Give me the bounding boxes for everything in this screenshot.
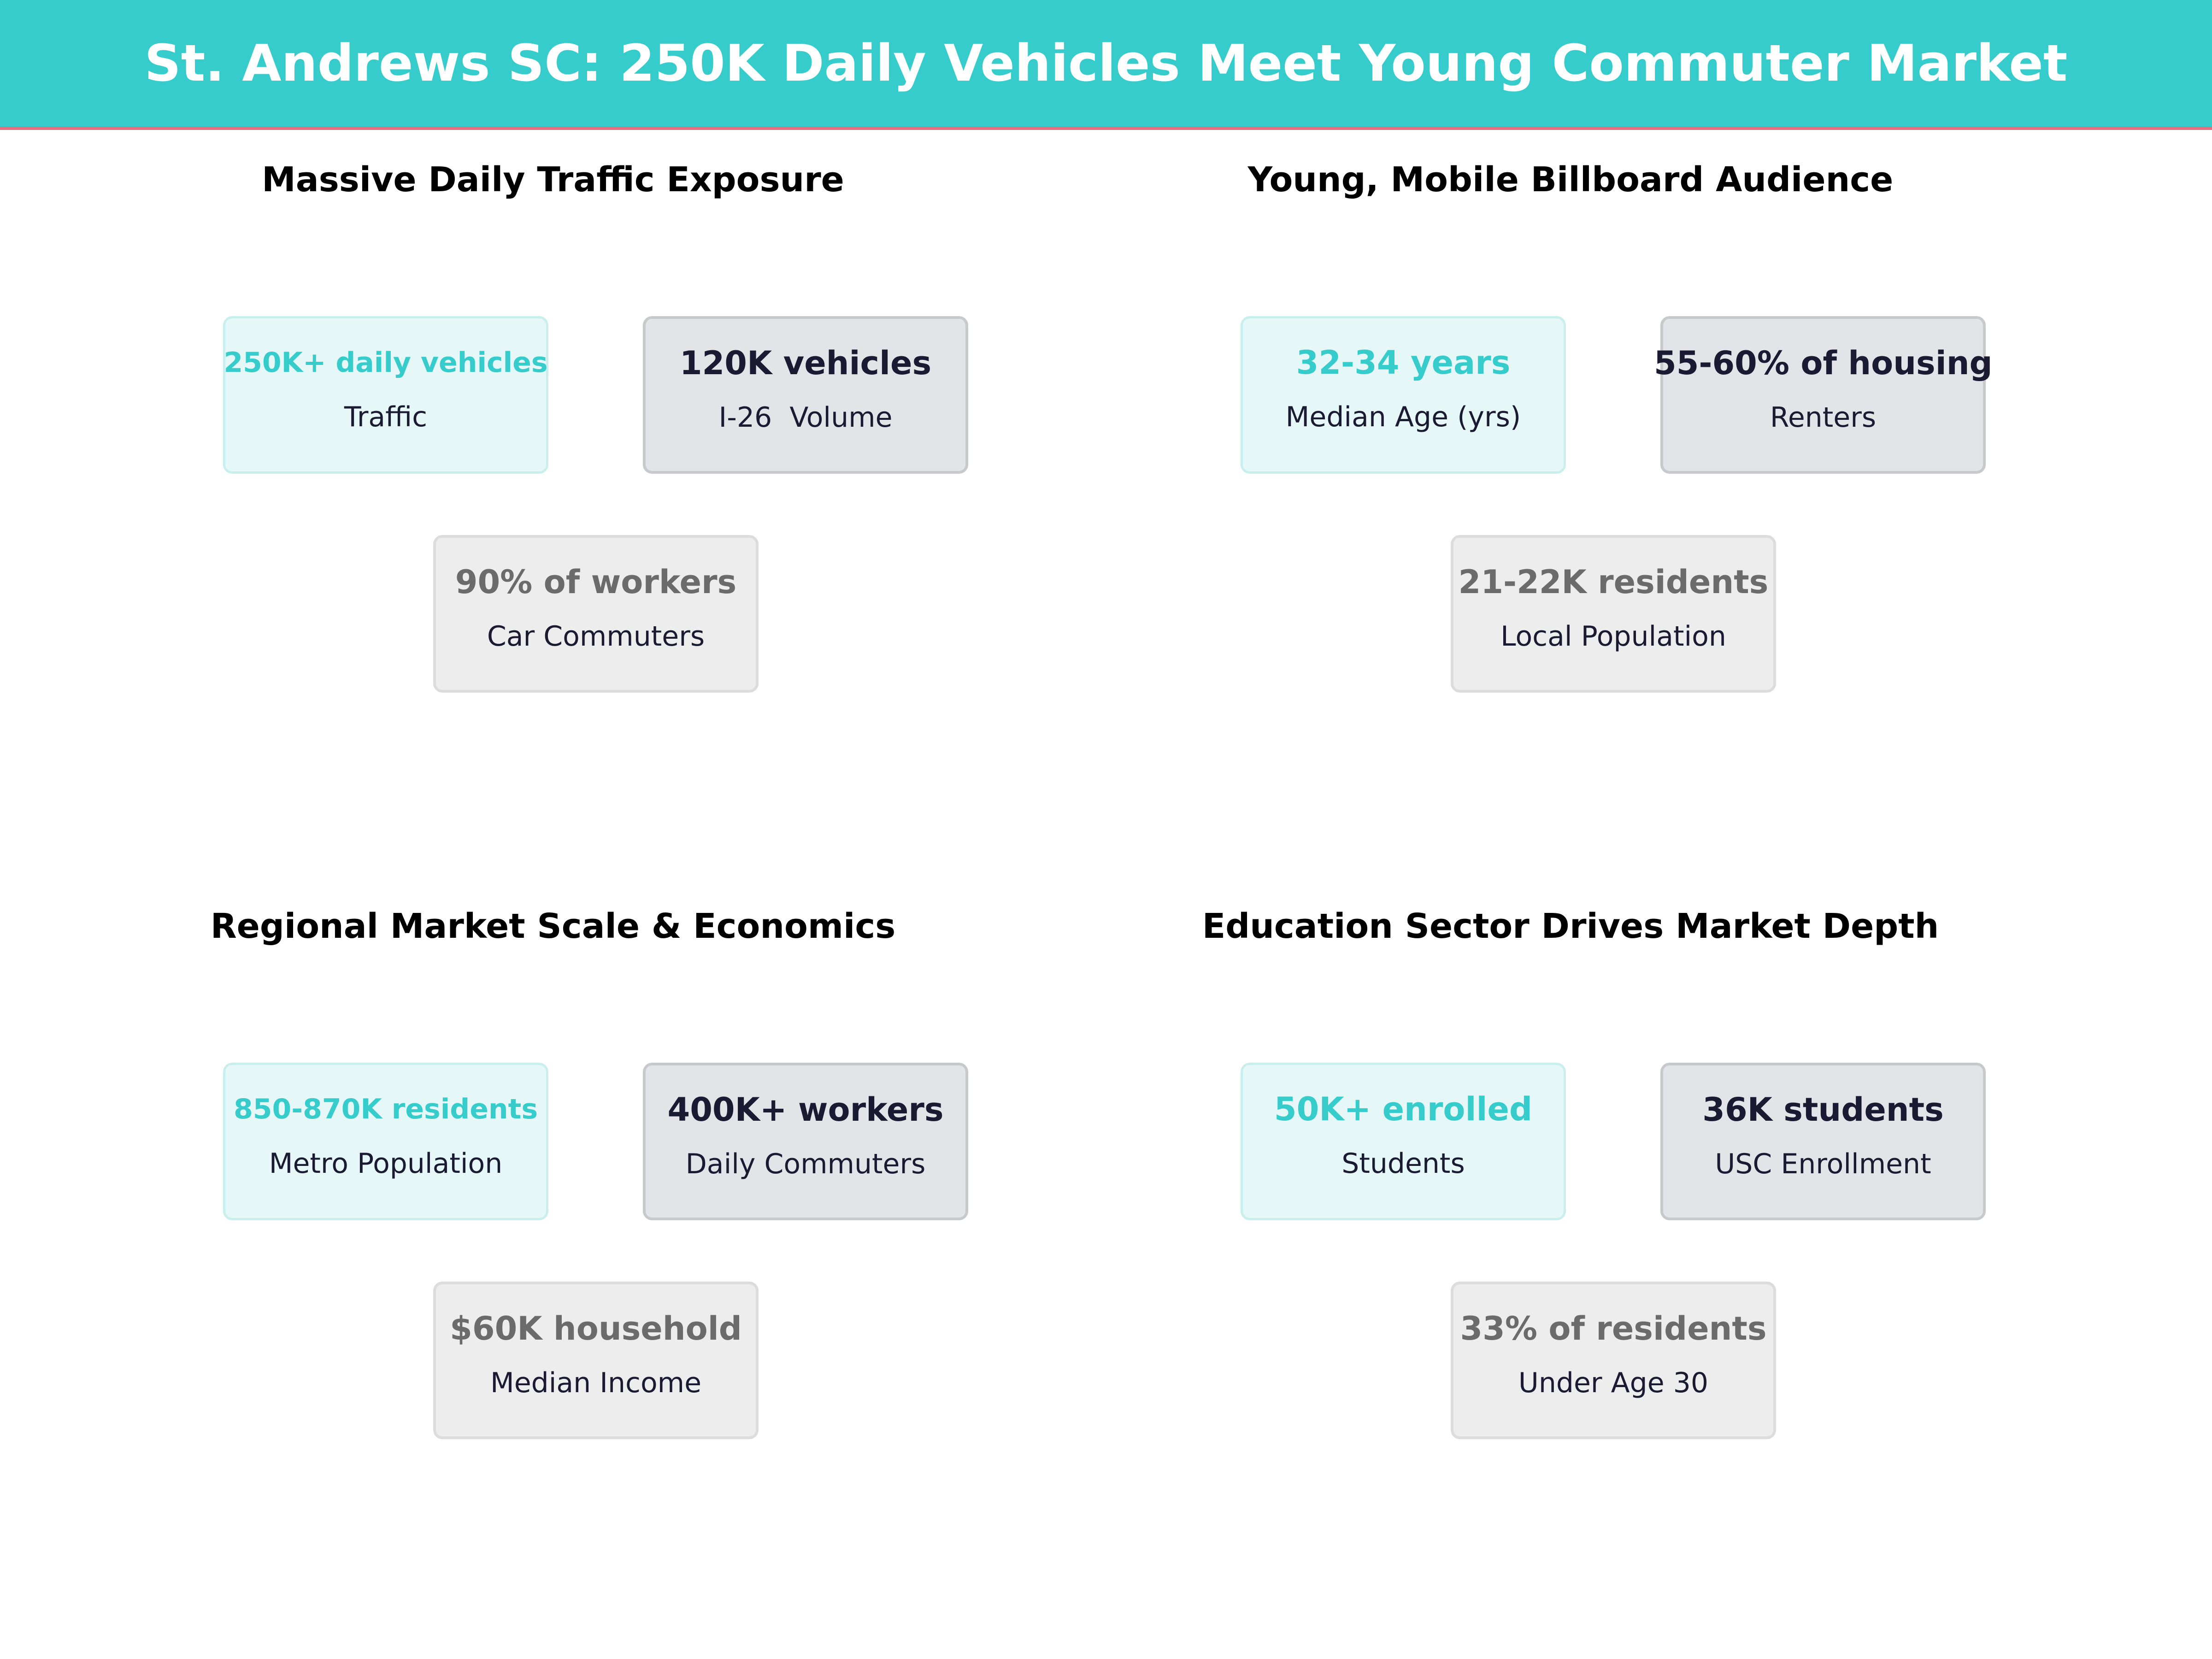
kpi-card-under-age-30: 33% of residents Under Age 30 — [1451, 1282, 1776, 1439]
page-title: St. Andrews SC: 250K Daily Vehicles Meet… — [144, 34, 2068, 93]
kpi-label: I-26 Volume — [718, 401, 893, 434]
kpi-value: 21-22K residents — [1458, 563, 1769, 601]
kpi-card-traffic: 250K+ daily vehicles Traffic — [223, 316, 548, 474]
kpi-card-renters: 55-60% of housing Renters — [1654, 316, 1993, 474]
kpi-label: Metro Population — [269, 1147, 503, 1180]
kpi-card-usc-enrollment: 36K students USC Enrollment — [1660, 1063, 1986, 1220]
kpi-label: Renters — [1770, 401, 1877, 434]
panel-traffic-exposure: Massive Daily Traffic Exposure 250K+ dai… — [0, 130, 1106, 867]
kpi-label: USC Enrollment — [1715, 1148, 1931, 1180]
kpi-value: 33% of residents — [1460, 1310, 1767, 1347]
kpi-value: 90% of workers — [455, 563, 737, 601]
kpi-label: Under Age 30 — [1518, 1367, 1709, 1399]
panel-title: Education Sector Drives Market Depth — [1202, 906, 1939, 946]
kpi-value: $60K household — [450, 1310, 742, 1347]
panel-title: Young, Mobile Billboard Audience — [1247, 160, 1894, 200]
kpi-card-i26-volume: 120K vehicles I-26 Volume — [643, 316, 968, 474]
panel-market-scale: Regional Market Scale & Economics 850-87… — [0, 877, 1106, 1614]
kpi-label: Car Commuters — [487, 620, 705, 653]
kpi-value: 850-870K residents — [233, 1093, 538, 1125]
kpi-card-median-age: 32-34 years Median Age (yrs) — [1241, 316, 1566, 474]
panel-billboard-audience: Young, Mobile Billboard Audience 32-34 y… — [1018, 130, 2124, 867]
kpi-value: 55-60% of housing — [1654, 344, 1993, 382]
kpi-card-metro-population: 850-870K residents Metro Population — [223, 1063, 548, 1220]
kpi-value: 50K+ enrolled — [1274, 1090, 1533, 1128]
kpi-card-median-income: $60K household Median Income — [433, 1282, 759, 1439]
kpi-card-students: 50K+ enrolled Students — [1241, 1063, 1566, 1220]
kpi-card-local-population: 21-22K residents Local Population — [1451, 535, 1776, 693]
title-banner: St. Andrews SC: 250K Daily Vehicles Meet… — [0, 0, 2212, 130]
kpi-label: Traffic — [344, 401, 428, 433]
kpi-value: 36K students — [1702, 1091, 1944, 1129]
panel-title: Massive Daily Traffic Exposure — [262, 160, 844, 200]
kpi-label: Median Age (yrs) — [1285, 401, 1521, 433]
panel-title: Regional Market Scale & Economics — [210, 906, 896, 946]
kpi-card-car-commuters: 90% of workers Car Commuters — [433, 535, 759, 693]
kpi-value: 120K vehicles — [679, 344, 932, 382]
panel-education-sector: Education Sector Drives Market Depth 50K… — [1018, 877, 2124, 1614]
kpi-label: Local Population — [1500, 620, 1726, 653]
kpi-value: 400K+ workers — [667, 1091, 944, 1129]
kpi-label: Students — [1341, 1147, 1465, 1180]
kpi-value: 32-34 years — [1296, 344, 1511, 382]
kpi-card-daily-commuters: 400K+ workers Daily Commuters — [643, 1063, 968, 1220]
kpi-label: Daily Commuters — [685, 1148, 926, 1180]
kpi-value: 250K+ daily vehicles — [224, 347, 548, 379]
kpi-label: Median Income — [490, 1367, 702, 1399]
